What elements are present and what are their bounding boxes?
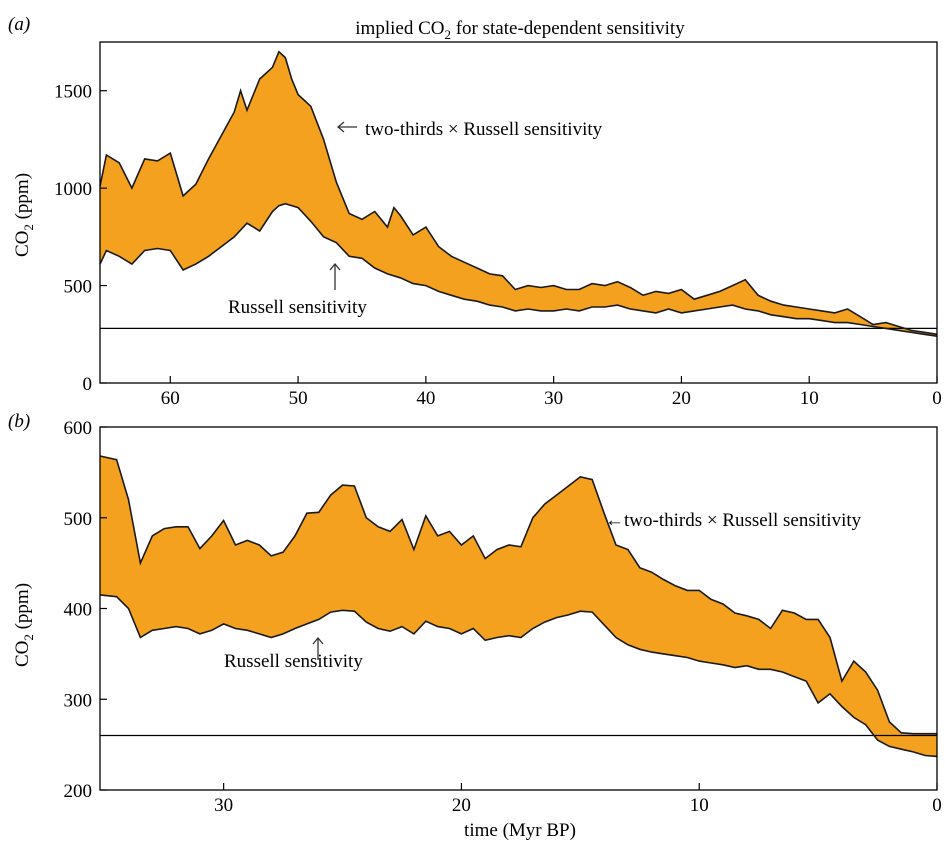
panel-a-lower-annotation: Russell sensitivity [228,297,367,318]
panel-a-x-tick-label: 30 [544,388,563,409]
panel-b-y-tick-label: 200 [64,781,93,802]
panel-b-y-tick-label: 400 [64,600,93,621]
panel-a: (a) implied CO2 for state-dependent sens… [8,14,942,409]
panel-a-upper-annotation: two-thirds × Russell sensitivity [365,119,603,140]
panel-b-x-tick-label: 30 [214,795,233,816]
panel-a-x-tick-label: 0 [932,388,942,409]
panel-a-x-tick-label: 40 [416,388,435,409]
panel-a-left-arrowhead [336,121,345,133]
panel-b-series-two-thirds-russell [99,455,937,735]
x-axis-label: time (Myr BP) [464,820,576,841]
panel-b-y-tick-label: 300 [64,690,93,711]
panel-b-x-tick-label: 0 [932,795,942,816]
panel-b-upper-annotation: ←two-thirds × Russell sensitivity [605,510,862,531]
panel-a-label: (a) [8,14,30,35]
panel-b-y-tick-label: 500 [64,509,93,530]
panel-a-series-russell [99,202,938,337]
panel-b-x-tick-label: 10 [690,795,709,816]
panel-b-upper-arrow: ← [605,510,624,531]
panel-b-y-axis-label: CO2 (ppm) [12,583,36,667]
panel-b-x-tick-label: 20 [452,795,471,816]
panel-a-series-two-thirds-russell [99,50,938,336]
panel-b-label: (b) [8,411,30,432]
panel-a-x-tick-label: 10 [800,388,819,409]
panel-b-up-arrowhead [312,636,324,645]
panel-a-y-axis-label: CO2 (ppm) [12,173,36,257]
panel-a-y-tick-label: 1000 [54,179,92,200]
panel-a-range-band [100,51,937,337]
panel-b-lower-annotation: Russell sensitivity [224,651,363,672]
panel-a-up-arrowhead [329,262,341,271]
panel-b-y-tick-label: 600 [64,418,93,439]
panel-a-title: implied CO2 for state-dependent sensitiv… [355,18,685,42]
panel-a-y-tick-label: 1500 [54,82,92,103]
panel-a-y-tick-label: 500 [64,277,93,298]
panel-a-x-tick-label: 20 [672,388,691,409]
panel-b-series-russell [99,594,938,758]
panel-a-x-tick-label: 50 [289,388,308,409]
panel-a-y-tick-label: 0 [83,374,93,395]
panel-a-frame [99,41,938,384]
panel-a-x-tick-label: 60 [161,388,180,409]
panel-b-range-band [100,456,937,757]
